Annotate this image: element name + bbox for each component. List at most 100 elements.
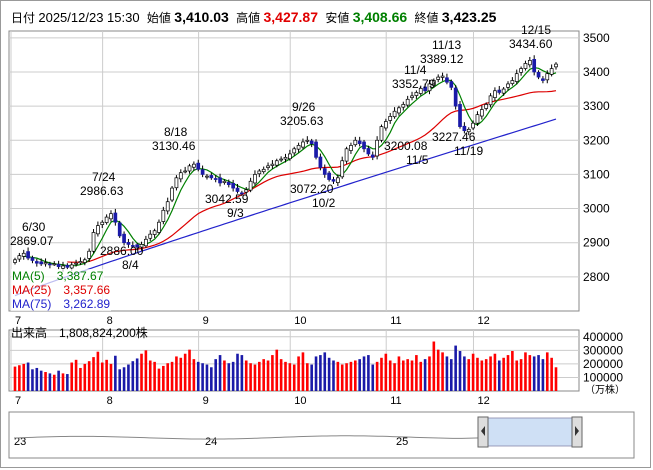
candle-body <box>533 59 536 72</box>
volume-bar <box>555 367 558 391</box>
volume-bar <box>236 354 239 391</box>
candle-body <box>489 96 492 105</box>
volume-bar <box>337 362 340 391</box>
candle-body <box>384 121 387 127</box>
candle-body <box>555 64 558 67</box>
candle-body <box>27 252 30 258</box>
candle-body <box>197 163 200 169</box>
candle-body <box>162 210 165 221</box>
candle-body <box>57 264 60 266</box>
candle-body <box>502 89 505 93</box>
volume-bar <box>75 360 78 391</box>
price-annotation-value: 2886.00 <box>100 244 144 258</box>
volume-bar <box>284 362 287 391</box>
candle-body <box>175 178 178 188</box>
volume-bar <box>437 350 440 391</box>
volume-bar <box>49 373 52 391</box>
candle-body <box>336 178 339 183</box>
ma25-value: 3,357.66 <box>63 283 110 297</box>
candle-body <box>40 262 43 264</box>
volume-bar <box>79 368 82 391</box>
candle-body <box>184 171 187 172</box>
candle-body <box>288 154 291 159</box>
volume-bar <box>31 369 34 391</box>
volume-bar <box>459 351 462 391</box>
price-annotation-date: 8/4 <box>122 258 139 272</box>
price-annotation-date: 7/24 <box>92 170 116 184</box>
x-tick-label: 9 <box>203 395 209 407</box>
price-annotation-value: 3130.46 <box>152 139 196 153</box>
volume-bar <box>275 350 278 391</box>
candle-body <box>397 108 400 113</box>
volume-bar <box>494 354 497 391</box>
candle-body <box>297 145 300 149</box>
volume-bar <box>179 358 182 391</box>
candle-body <box>323 169 326 175</box>
candle-body <box>472 123 475 128</box>
x-tick-label: 11 <box>390 395 401 407</box>
candle-body <box>214 179 217 180</box>
price-annotation-value: 3200.08 <box>384 139 428 153</box>
candle-body <box>153 231 156 235</box>
volume-bar <box>166 363 169 391</box>
candle-body <box>166 202 169 211</box>
volume-bar <box>323 352 326 391</box>
volume-bar <box>206 365 209 391</box>
volume-bar <box>537 355 540 391</box>
candle-body <box>389 116 392 120</box>
volume-bar <box>498 361 501 392</box>
volume-bar <box>358 359 361 391</box>
candle-body <box>310 141 313 144</box>
candle-body <box>66 265 69 267</box>
volume-bar <box>105 360 108 391</box>
volume-tick-label: 300000 <box>583 343 623 357</box>
volume-bar <box>254 365 257 391</box>
candle-body <box>445 78 448 82</box>
candle-body <box>550 69 553 75</box>
volume-bar <box>433 342 436 391</box>
volume-bar <box>92 357 95 391</box>
volume-tick-label: 400000 <box>583 330 623 344</box>
candle-body <box>367 148 370 153</box>
candle-body <box>450 82 453 88</box>
volume-bar <box>197 362 200 391</box>
candle-body <box>114 213 117 222</box>
volume-bar <box>188 350 191 391</box>
volume-bar <box>533 356 536 391</box>
volume-bar <box>398 356 401 391</box>
volume-bar <box>389 361 392 392</box>
price-annotation-date: 10/2 <box>312 196 336 210</box>
volume-bar <box>550 358 553 391</box>
candle-body <box>402 104 405 107</box>
candle-body <box>406 99 409 105</box>
navigator-selection <box>484 418 574 446</box>
y-tick-label: 3100 <box>583 167 610 181</box>
volume-bar <box>428 356 431 391</box>
volume-bar <box>149 361 152 392</box>
y-tick-label: 3300 <box>583 99 610 113</box>
volume-unit-label: （万株） <box>585 383 625 396</box>
volume-bar <box>57 371 60 391</box>
volume-bar <box>219 355 222 391</box>
volume-bar <box>36 368 39 391</box>
candle-body <box>371 155 374 157</box>
volume-bar <box>328 358 331 391</box>
volume-bar <box>507 355 510 391</box>
ma5-legend: MA(5) 3,387.67 <box>11 269 104 283</box>
candle-body <box>306 140 309 141</box>
volume-bar <box>280 359 283 391</box>
candle-body <box>345 149 348 161</box>
candle-body <box>267 166 270 168</box>
candle-body <box>262 169 265 171</box>
volume-bar <box>520 359 523 391</box>
volume-bar <box>245 361 248 392</box>
volume-bar <box>293 365 296 391</box>
candle-body <box>319 157 322 168</box>
volume-bar <box>114 356 117 391</box>
candle-body <box>232 183 235 188</box>
price-annotation-date: 8/18 <box>164 125 188 139</box>
price-annotation-value: 2869.07 <box>10 234 54 248</box>
volume-bar <box>515 361 518 392</box>
candle-body <box>157 222 160 232</box>
